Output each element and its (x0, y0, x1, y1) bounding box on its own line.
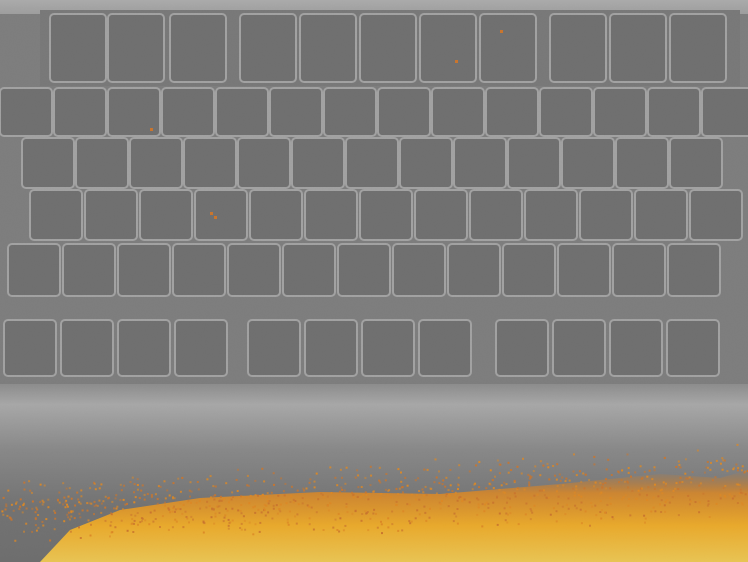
sensor-noise (0, 0, 748, 562)
thermal-keyboard-image (0, 0, 748, 562)
thermal-image-scene (0, 0, 748, 562)
